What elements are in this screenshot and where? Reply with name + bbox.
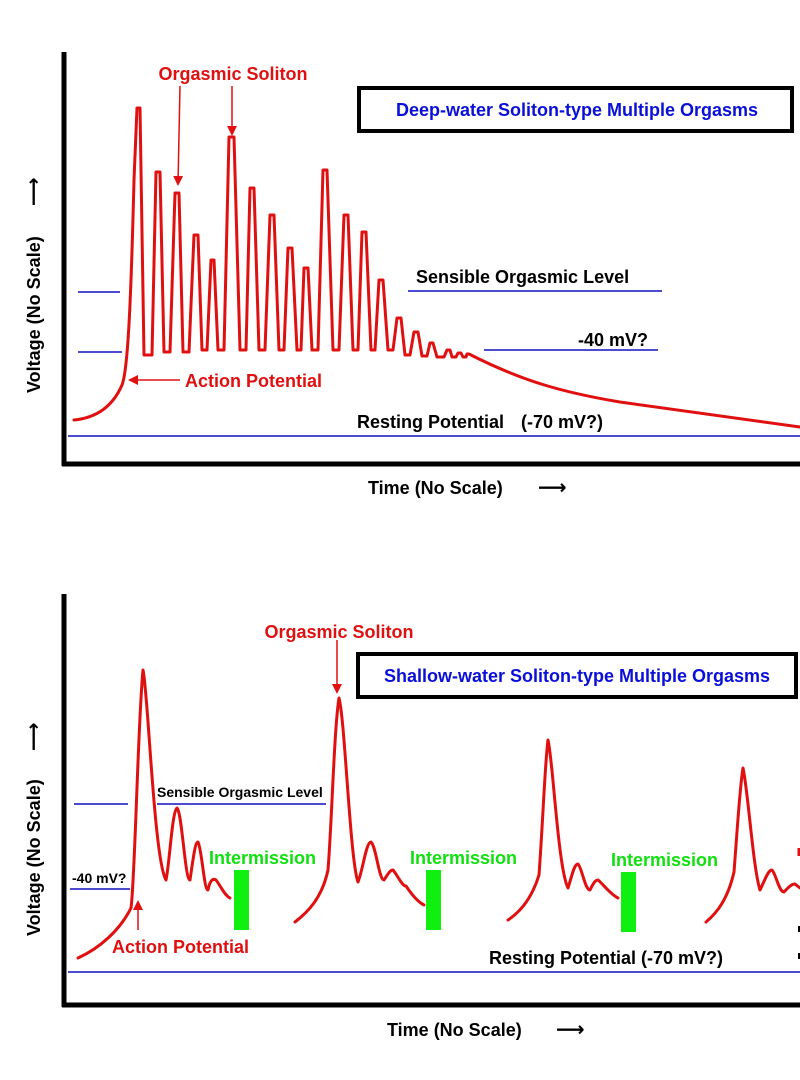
top-y-axis-arrow: ⟶: [23, 177, 45, 206]
top-y-axis-label: Voltage (No Scale): [24, 236, 44, 393]
bottom-intermission-label-1: Intermission: [209, 848, 316, 868]
top-threshold-label: -40 mV?: [578, 330, 648, 350]
bottom-threshold-label: -40 mV?: [72, 870, 126, 886]
bottom-x-axis-arrow: ⟶: [556, 1019, 585, 1041]
top-sensible-level-label: Sensible Orgasmic Level: [416, 267, 629, 287]
top-soliton-label: Orgasmic Soliton: [158, 64, 307, 84]
top-soliton-arrow-1: [173, 85, 184, 186]
bottom-intermission-bar-3: [621, 872, 636, 932]
top-voltage-curve: [72, 106, 800, 429]
bottom-action-potential-label: Action Potential: [112, 937, 249, 957]
bottom-intermission-bar-1: [234, 870, 249, 930]
bottom-title-box: [356, 652, 798, 699]
bottom-intermission-label-2: Intermission: [410, 848, 517, 868]
bottom-y-axis-label: Voltage (No Scale): [24, 779, 44, 936]
top-resting-label: Resting Potential: [357, 412, 504, 432]
top-resting-value: (-70 mV?): [521, 412, 603, 432]
top-title-box: [357, 86, 794, 133]
bottom-title: Shallow-water Soliton-type Multiple Orga…: [384, 666, 770, 686]
bottom-soliton-label: Orgasmic Soliton: [264, 622, 413, 642]
bottom-x-axis-label: Time (No Scale): [387, 1020, 522, 1040]
bottom-resting-label: Resting Potential (-70 mV?): [489, 948, 723, 968]
bottom-intermission-bar-2: [426, 870, 441, 930]
top-title: Deep-water Soliton-type Multiple Orgasms: [396, 100, 758, 120]
bottom-y-axis-arrow: ⟶: [23, 722, 45, 751]
bottom-voltage-curve-3: [506, 738, 620, 922]
top-action-potential-label: Action Potential: [185, 371, 322, 391]
bottom-voltage-curve-2: [293, 696, 426, 924]
bottom-voltage-curve-4: [704, 766, 800, 924]
bottom-voltage-curve-1: [76, 668, 232, 960]
top-x-axis-label: Time (No Scale): [368, 478, 503, 498]
top-x-axis-arrow: ⟶: [538, 477, 567, 499]
bottom-panel: Shallow-water Soliton-type Multiple Orga…: [23, 594, 800, 1041]
bottom-sensible-level-label: Sensible Orgasmic Level: [157, 784, 323, 800]
bottom-intermission-label-3: Intermission: [611, 850, 718, 870]
top-panel: Deep-water Soliton-type Multiple Orgasms…: [23, 52, 800, 499]
